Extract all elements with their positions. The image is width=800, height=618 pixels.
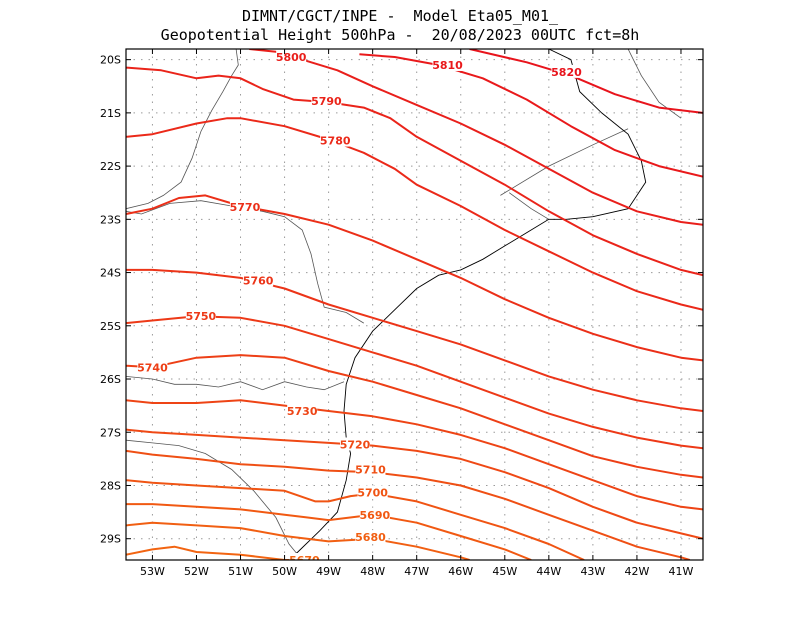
lat-tick-label: 28S — [100, 479, 121, 492]
contour-label-5800: 5800 — [276, 51, 307, 64]
coastline — [288, 49, 647, 560]
contour-line-5790 — [126, 66, 703, 277]
contour-label-bg — [137, 360, 168, 374]
contour-label-5670: 5670 — [289, 554, 320, 567]
lat-tick-label: 23S — [100, 213, 121, 226]
border-line — [508, 192, 550, 220]
lon-tick-label: 48W — [360, 565, 385, 578]
contour-label-bg — [287, 403, 318, 417]
lat-tick-label: 20S — [100, 54, 121, 67]
lat-tick-label: 21S — [100, 107, 121, 120]
coastline-line — [288, 49, 647, 560]
plot-background — [126, 49, 703, 560]
contour-label-5780: 5780 — [320, 135, 351, 148]
title-line-2: Geopotential Height 500hPa - 20/08/2023 … — [160, 26, 640, 44]
contour-label-bg — [355, 530, 386, 544]
contour-label-5710: 5710 — [355, 464, 386, 477]
contour-label-bg — [320, 133, 351, 147]
contour-label-5750: 5750 — [186, 310, 217, 323]
contour-label-5790: 5790 — [311, 95, 342, 108]
lon-tick-label: 44W — [536, 565, 561, 578]
contour-line-5780 — [126, 117, 703, 311]
lon-tick-label: 52W — [184, 565, 209, 578]
lon-tick-label: 53W — [140, 565, 165, 578]
contour-line-5770 — [126, 194, 703, 362]
title-line-1: DIMNT/CGCT/INPE - Model Eta05_M01_ — [241, 7, 559, 25]
contour-line-5690 — [126, 503, 532, 560]
lat-tick-label: 22S — [100, 160, 121, 173]
contour-label-bg — [311, 94, 342, 108]
lat-tick-label: 24S — [100, 267, 121, 280]
lon-tick-label: 41W — [669, 565, 694, 578]
lon-tick-label: 51W — [228, 565, 253, 578]
border-line — [500, 128, 629, 196]
lat-tick-label: 29S — [100, 533, 121, 546]
contour-label-5760: 5760 — [243, 275, 274, 288]
contour-label-bg — [289, 553, 320, 560]
contour-line-5730 — [126, 399, 703, 511]
contour-line-5710 — [126, 449, 691, 560]
contour-label-bg — [551, 64, 582, 78]
contour-labels: 5820 5810 5800 5790 5780 5770 5760 5750 5740 5730… — [137, 49, 582, 567]
contour-label-bg — [229, 200, 260, 214]
contour-line-5760 — [126, 268, 703, 412]
lon-tick-label: 47W — [404, 565, 429, 578]
contour-line-5700 — [126, 479, 585, 560]
contour-line-5740 — [126, 354, 703, 479]
lat-tick-label: 25S — [100, 320, 121, 333]
contour-label-bg — [185, 309, 216, 323]
plot-frame — [125, 48, 704, 561]
lon-tick-label: 46W — [448, 565, 473, 578]
border-line — [126, 200, 365, 324]
lon-tick-label: 49W — [316, 565, 341, 578]
lat-tick-label: 27S — [100, 426, 121, 439]
contour-label-5680: 5680 — [355, 531, 386, 544]
contour-line-5680 — [126, 521, 470, 560]
lon-tick-label: 45W — [492, 565, 517, 578]
contour-label-bg — [340, 437, 371, 451]
contour-label-5740: 5740 — [137, 361, 168, 374]
contour-label-5820: 5820 — [551, 66, 582, 79]
contour-label-bg — [355, 462, 386, 476]
contour-line-5670 — [126, 545, 307, 560]
contour-label-5690: 5690 — [360, 509, 391, 522]
contour-label-5730: 5730 — [287, 405, 318, 418]
lon-tick-label: 42W — [624, 565, 649, 578]
contour-label-5770: 5770 — [230, 201, 261, 214]
border-line — [126, 376, 345, 391]
lon-tick-label: 50W — [272, 565, 297, 578]
contour-label-bg — [359, 507, 390, 521]
contour-line-5720 — [126, 428, 703, 540]
contour-label-bg — [276, 49, 307, 63]
contour-line-5820 — [469, 49, 703, 114]
lat-tick-label: 26S — [100, 373, 121, 386]
contour-label-5720: 5720 — [340, 438, 371, 451]
border-line — [627, 49, 682, 119]
contour-label-bg — [357, 485, 388, 499]
border-line — [126, 49, 239, 210]
lon-tick-label: 43W — [580, 565, 605, 578]
contour-label-5810: 5810 — [432, 59, 463, 72]
contour-line-5810 — [359, 53, 703, 178]
contour-label-bg — [432, 57, 463, 71]
contour-label-bg — [243, 273, 274, 287]
contour-label-5700: 5700 — [357, 486, 388, 499]
